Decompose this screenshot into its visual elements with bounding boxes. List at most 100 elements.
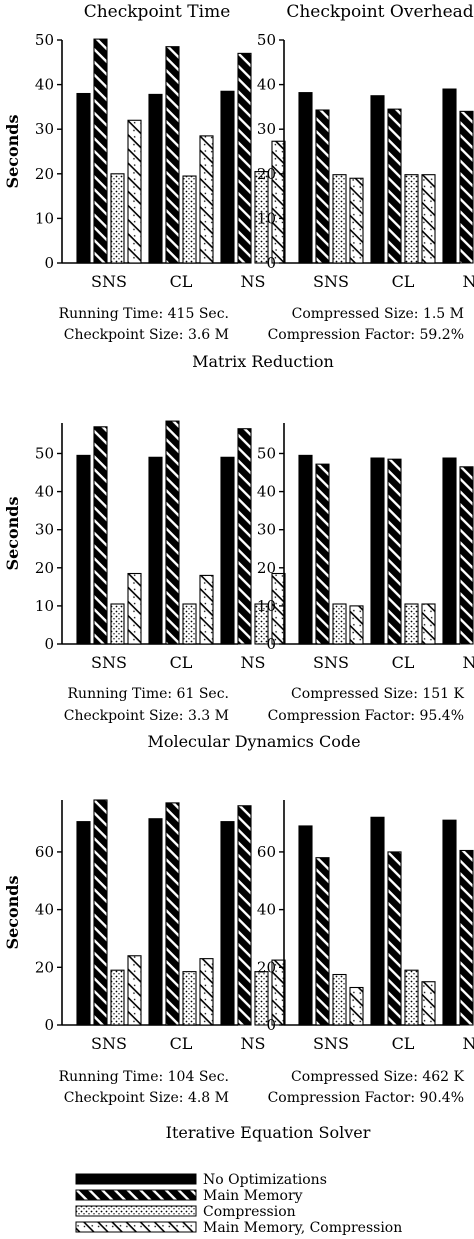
y-tick-label: 50 [35,31,54,49]
y-tick-label: 0 [266,1016,276,1034]
bar-sns-series-4 [127,119,142,264]
bar-ns-series-4 [271,572,286,645]
legend-label: No Optimizations [203,1172,327,1188]
bar-sns-series-2 [315,857,330,1026]
legend-swatch-diagdots [75,1221,197,1233]
bar-ns-series-2 [459,110,474,264]
x-tick-label: SNS [313,1034,349,1053]
chart-panel-3: 0 10 20 30 40 50 Seconds SNS CL NS Running Time: 6… [3,420,286,724]
bar-ns-series-2 [459,849,474,1026]
bar-ns-series-2 [237,52,252,264]
x-tick-label: CL [170,1034,193,1053]
bar-ns-series-1 [442,457,457,645]
legend-label: Main Memory [203,1188,303,1204]
bar-cl-series-3 [182,603,197,645]
bar-ns-series-2 [237,805,252,1026]
bar-cl-series-4 [421,603,436,645]
y-tick-label: 0 [266,635,276,653]
bar-sns-series-2 [93,38,108,264]
y-tick-label: 40 [35,901,54,919]
y-tick-label: 30 [35,521,54,539]
x-tick-label: SNS [313,653,349,672]
bar-sns-series-3 [110,969,125,1026]
bar-sns-series-2 [315,109,330,264]
bar-ns-series-3 [254,171,269,264]
bar-sns-series-1 [76,454,91,645]
legend-label: Main Memory, Compression [203,1220,402,1236]
y-tick-label: 30 [257,521,276,539]
y-tick-label: 0 [44,254,54,272]
bar-ns-series-1 [220,821,235,1026]
y-tick-label: 30 [257,120,276,138]
legend-label: Compression [203,1204,296,1220]
y-tick-label: 60 [35,843,54,861]
panel-note: Checkpoint Size: 3.6 M [64,327,229,343]
y-axis-title: Seconds [3,115,22,189]
legend-swatch-solid [75,1173,197,1185]
bar-sns-series-4 [349,605,364,645]
y-tick-label: 10 [257,209,276,227]
legend-swatch-diagonal [75,1189,197,1201]
row-caption-matrix: Matrix Reduction [192,352,334,371]
panel-note: Checkpoint Size: 3.3 M [64,708,229,724]
y-tick-label: 20 [257,958,276,976]
chart-panel-4: 0 10 20 30 40 50 SNS CL NS Compressed Size: 151 K… [257,423,474,724]
y-tick-label: 40 [257,901,276,919]
y-tick-label: 40 [257,483,276,501]
y-tick-label: 40 [257,76,276,94]
bar-sns-series-1 [298,454,313,645]
bar-cl-series-1 [148,93,163,264]
y-tick-label: 20 [35,559,54,577]
bar-cl-series-4 [199,958,214,1026]
panel-note: Compression Factor: 90.4% [268,1090,464,1106]
bar-cl-series-2 [165,46,180,264]
bar-cl-series-4 [199,135,214,264]
bar-ns-series-3 [254,603,269,645]
y-tick-label: 10 [35,209,54,227]
bar-cl-series-4 [421,174,436,264]
bar-ns-series-2 [237,428,252,645]
bar-cl-series-2 [165,420,180,645]
row-caption-iterative: Iterative Equation Solver [166,1123,371,1142]
bar-sns-series-2 [93,426,108,645]
bar-cl-series-2 [387,851,402,1026]
bar-sns-series-3 [332,973,347,1026]
y-tick-label: 10 [257,597,276,615]
bar-cl-series-3 [182,971,197,1026]
y-tick-label: 50 [35,444,54,462]
bar-cl-series-1 [370,95,385,264]
chart-panel-1: 0 10 20 30 40 50 Seconds SNS CL NS Running Time: 4… [3,31,286,343]
x-tick-label: SNS [91,653,127,672]
y-tick-label: 40 [35,483,54,501]
x-tick-label: CL [170,653,193,672]
column-title-overhead: Checkpoint Overhead [286,2,473,22]
bar-cl-series-3 [404,603,419,645]
y-tick-label: 10 [35,597,54,615]
x-tick-label: NS [463,1034,474,1053]
y-tick-label: 20 [257,559,276,577]
bar-cl-series-1 [370,457,385,645]
x-tick-label: CL [392,1034,415,1053]
y-tick-label: 0 [266,254,276,272]
legend-swatch-dots [75,1205,197,1217]
bar-sns-series-3 [332,174,347,264]
bar-sns-series-1 [76,92,91,264]
y-tick-label: 0 [44,635,54,653]
x-tick-label: NS [463,653,474,672]
bar-sns-series-3 [110,173,125,264]
bar-sns-series-4 [127,955,142,1026]
bar-cl-series-1 [148,456,163,645]
bar-sns-series-1 [76,821,91,1026]
x-tick-label: NS [463,272,474,291]
bar-sns-series-3 [332,603,347,645]
bar-cl-series-3 [404,969,419,1026]
x-tick-label: CL [392,653,415,672]
y-axis-title: Seconds [3,876,22,950]
x-tick-label: CL [170,272,193,291]
y-tick-label: 30 [35,120,54,138]
bar-ns-series-4 [271,959,286,1026]
panels: 0 10 20 30 40 50 Seconds SNS CL NS Running Time: 4… [3,31,474,1106]
bar-ns-series-4 [271,140,286,264]
y-tick-label: 20 [257,165,276,183]
bar-cl-series-2 [387,108,402,264]
